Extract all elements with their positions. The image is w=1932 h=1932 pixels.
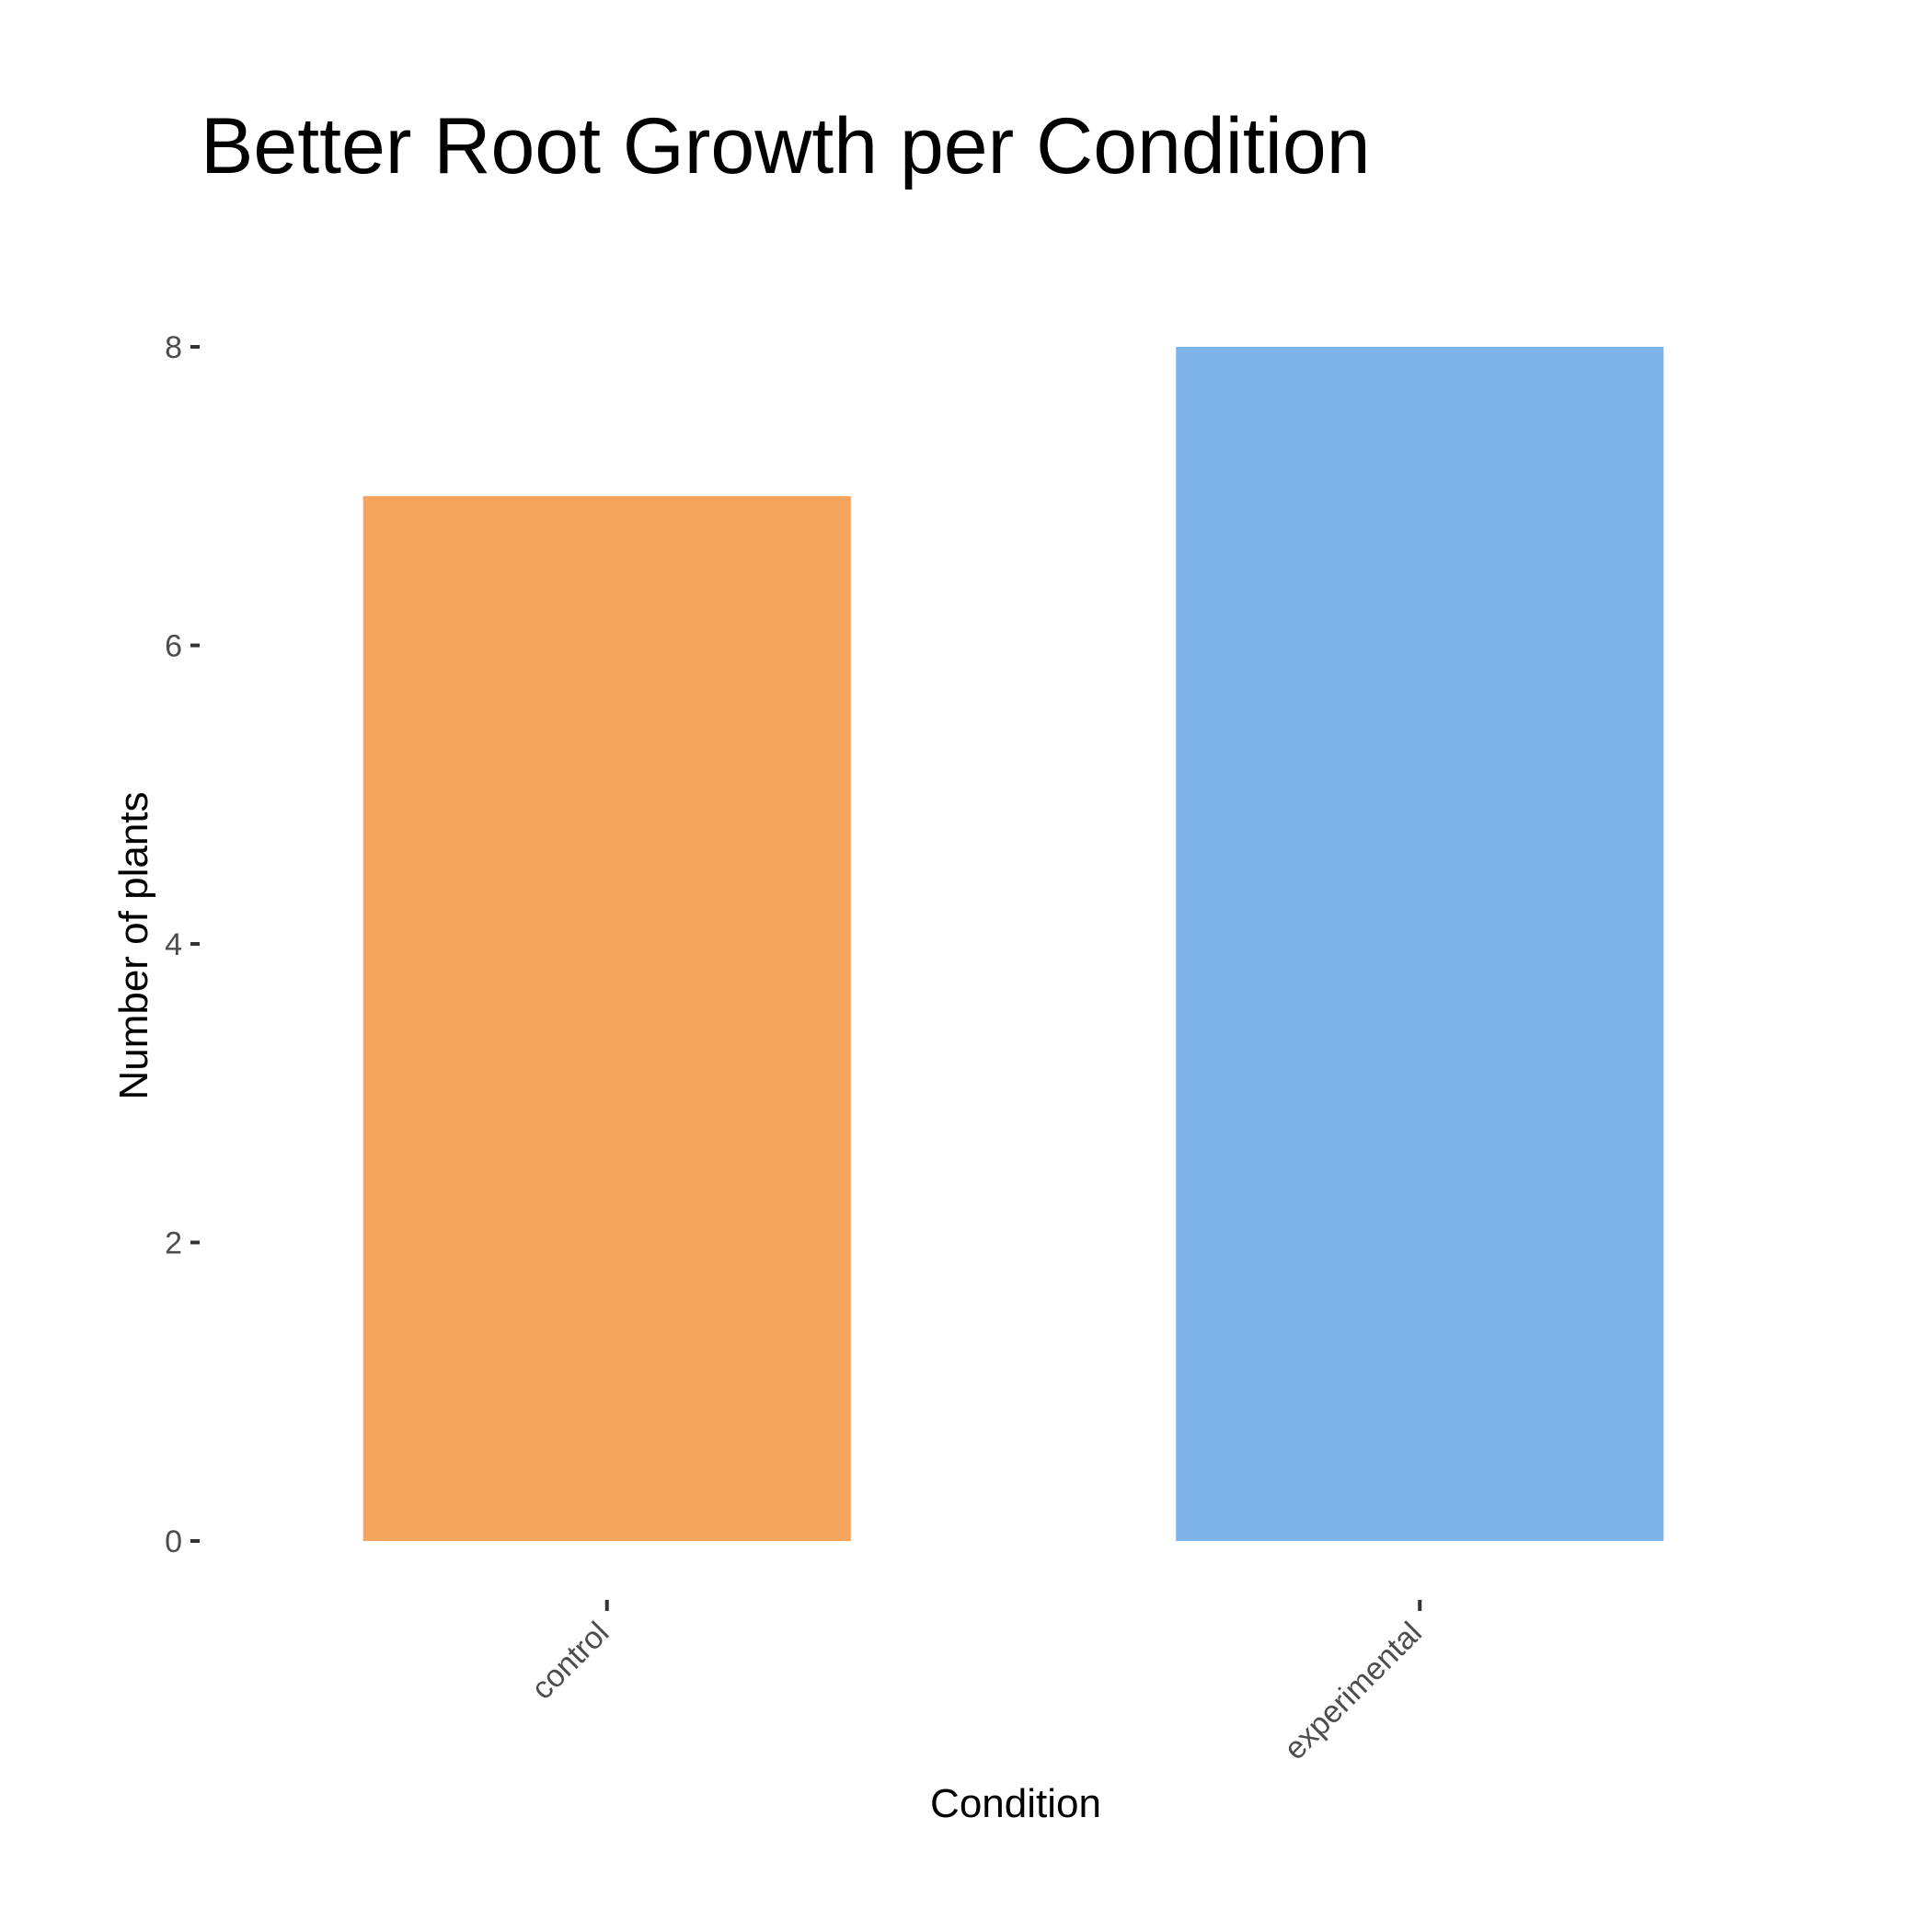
bars: [362, 347, 1664, 1541]
y-axis: 0 2 4 6 8: [165, 330, 200, 1559]
bar-control: [362, 496, 851, 1541]
chart-title: Better Root Growth per Condition: [201, 102, 1371, 190]
x-axis-label: Condition: [930, 1781, 1101, 1826]
y-axis-label: Number of plants: [111, 791, 156, 1099]
bar-experimental: [1176, 347, 1664, 1541]
y-tick-label: 8: [165, 330, 182, 365]
x-axis: control experimental: [524, 1600, 1429, 1766]
y-tick-label: 6: [165, 629, 182, 664]
x-tick-label: control: [524, 1616, 615, 1707]
y-tick-label: 4: [165, 927, 182, 962]
y-tick-label: 0: [165, 1524, 182, 1559]
x-tick-label: experimental: [1277, 1616, 1429, 1767]
y-tick-label: 2: [165, 1226, 182, 1261]
